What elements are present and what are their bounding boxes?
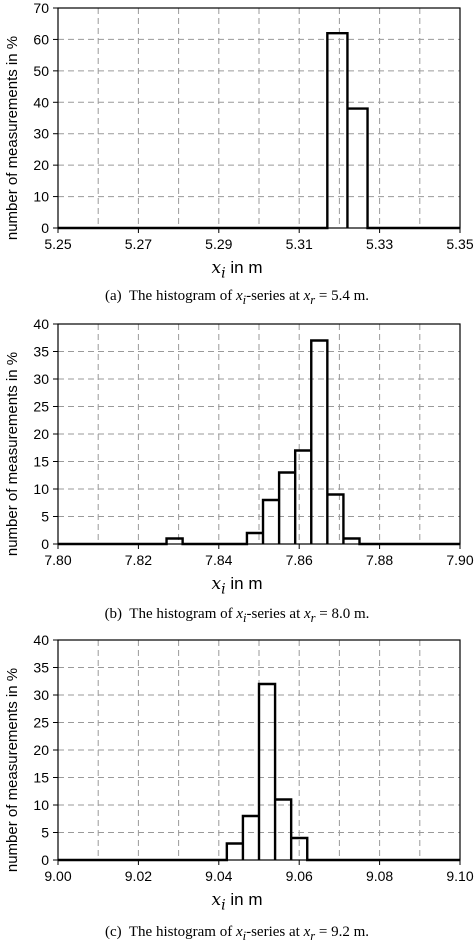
x-tick-label: 9.00 xyxy=(44,868,71,884)
x-axis-label: xi in m xyxy=(0,890,474,913)
histogram-bar xyxy=(247,533,263,544)
y-tick-label: 35 xyxy=(33,660,49,676)
y-tick-label: 50 xyxy=(33,63,49,79)
x-axis-label: xi in m xyxy=(0,258,474,281)
y-tick-label: 15 xyxy=(33,770,49,786)
x-axis-label-subscript: i xyxy=(221,265,226,282)
y-tick-label: 0 xyxy=(41,536,49,552)
x-axis-label-unit: in m xyxy=(225,574,263,593)
histogram-bar xyxy=(227,844,243,861)
chart-svg: 5.25 5.27 5.29 5.31 5.33 5.35 0 10 20 30 40 50 60 70 xyxy=(33,0,473,252)
x-axis-label-unit: in m xyxy=(225,258,263,277)
x-tick-label: 7.84 xyxy=(205,552,232,568)
histogram-bar xyxy=(263,500,279,544)
histogram-panel-c: 9.00 9.02 9.04 9.06 9.08 9.10 0 5 10 15 20 25 30 35 40… xyxy=(0,632,474,948)
x-tick-label: 9.02 xyxy=(125,868,152,884)
histogram-bar xyxy=(327,495,343,545)
x-tick-label: 9.04 xyxy=(205,868,232,884)
x-tick-label: 7.82 xyxy=(125,552,152,568)
y-tick-label: 10 xyxy=(33,189,49,205)
x-tick-label: 7.88 xyxy=(366,552,393,568)
y-tick-label: 40 xyxy=(33,316,49,332)
caption-series: -series at xyxy=(246,288,300,304)
x-axis-label-symbol: x xyxy=(211,258,222,278)
x-tick-label: 5.35 xyxy=(446,236,473,252)
x-tick-label: 9.06 xyxy=(286,868,313,884)
histogram-bar xyxy=(279,473,295,545)
y-tick-label: 25 xyxy=(33,715,49,731)
x-tick-label: 7.90 xyxy=(446,552,473,568)
x-tick-label: 5.29 xyxy=(205,236,232,252)
y-axis-label: number of measurements in % xyxy=(4,667,21,873)
y-tick-label: 30 xyxy=(33,126,49,142)
x-axis-label-symbol: x xyxy=(211,574,222,594)
chart-svg: 9.00 9.02 9.04 9.06 9.08 9.10 0 5 10 15 20 25 30 35 40 xyxy=(33,632,473,884)
histogram-bar xyxy=(327,33,347,228)
x-axis-label-symbol: x xyxy=(211,890,222,910)
y-tick-label: 5 xyxy=(41,509,49,525)
y-tick-label: 70 xyxy=(33,0,49,16)
y-tick-label: 20 xyxy=(33,742,49,758)
caption-text: The histogram of xyxy=(128,924,233,940)
histogram-bar xyxy=(259,684,275,860)
x-tick-label: 7.80 xyxy=(44,552,71,568)
y-tick-label: 10 xyxy=(33,481,49,497)
histogram-bar xyxy=(275,800,291,861)
x-tick-label: 5.31 xyxy=(286,236,313,252)
figure-caption: (a) The histogram of xi-series at xr = 5… xyxy=(104,288,370,307)
grid xyxy=(58,324,460,544)
histogram-bar xyxy=(347,109,367,228)
y-axis-label: number of measurements in % xyxy=(4,35,21,241)
x-axis-label-subscript: i xyxy=(221,581,226,598)
histogram-bar xyxy=(243,816,259,860)
figure-caption: (b) The histogram of xi-series at xr = 8… xyxy=(104,606,370,625)
caption-series: -series at xyxy=(246,606,301,622)
x-axis-label-subscript: i xyxy=(221,897,226,914)
grid xyxy=(58,8,460,228)
x-tick-label: 9.10 xyxy=(446,868,473,884)
caption-series: -series at xyxy=(246,924,300,940)
y-tick-label: 15 xyxy=(33,454,49,470)
caption-value: = 5.4 m. xyxy=(318,288,370,304)
caption-text: The histogram of xyxy=(128,288,233,304)
histogram-outline xyxy=(58,682,460,862)
x-axis-label: xi in m xyxy=(0,574,474,597)
histogram-bar xyxy=(295,451,311,545)
x-axis-label-unit: in m xyxy=(225,890,263,909)
y-tick-label: 20 xyxy=(33,426,49,442)
y-tick-label: 30 xyxy=(33,371,49,387)
x-tick-label: 7.86 xyxy=(286,552,313,568)
y-tick-label: 0 xyxy=(41,852,49,868)
y-tick-label: 35 xyxy=(33,344,49,360)
histogram-panel-a: 5.25 5.27 5.29 5.31 5.33 5.35 0 10 20 30 40 50 60 70 … xyxy=(0,0,474,316)
caption-value: = 8.0 m. xyxy=(319,606,370,622)
histogram-outline xyxy=(58,339,460,546)
histogram-outline xyxy=(58,31,460,230)
y-tick-label: 40 xyxy=(33,94,49,110)
y-tick-label: 30 xyxy=(33,687,49,703)
y-tick-label: 0 xyxy=(41,220,49,236)
y-tick-label: 40 xyxy=(33,632,49,648)
figure-caption: (c) The histogram of xi-series at xr = 9… xyxy=(104,924,370,943)
caption-text: The histogram of xyxy=(129,606,233,622)
y-tick-label: 25 xyxy=(33,399,49,415)
caption-label: (c) xyxy=(104,924,122,940)
caption-label: (b) xyxy=(104,606,123,622)
caption-value: = 9.2 m. xyxy=(318,924,370,940)
x-tick-label: 5.27 xyxy=(125,236,152,252)
x-tick-label: 9.08 xyxy=(366,868,393,884)
y-tick-label: 10 xyxy=(33,797,49,813)
histogram-panel-b: 7.80 7.82 7.84 7.86 7.88 7.90 0 5 10 15 20 25 30 35 40… xyxy=(0,316,474,632)
y-tick-label: 20 xyxy=(33,157,49,173)
y-tick-label: 60 xyxy=(33,31,49,47)
histogram-bar xyxy=(311,341,327,545)
y-axis-label: number of measurements in % xyxy=(4,351,21,557)
caption-label: (a) xyxy=(104,288,122,304)
x-tick-label: 5.25 xyxy=(44,236,71,252)
y-tick-label: 5 xyxy=(41,825,49,841)
x-tick-label: 5.33 xyxy=(366,236,393,252)
chart-svg: 7.80 7.82 7.84 7.86 7.88 7.90 0 5 10 15 20 25 30 35 40 xyxy=(33,316,473,568)
